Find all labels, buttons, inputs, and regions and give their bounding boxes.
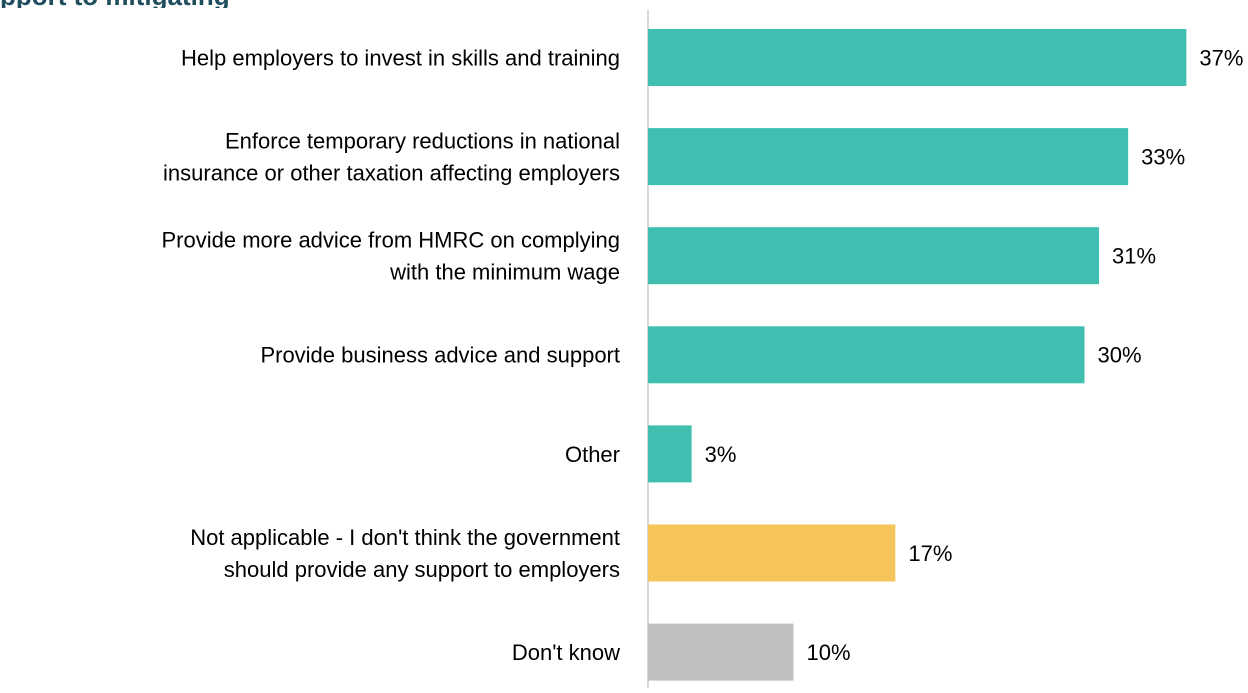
data-label-1: 37% bbox=[1199, 45, 1243, 70]
bar-3 bbox=[648, 227, 1100, 285]
category-label-3-line-1: Provide more advice from HMRC on complyi… bbox=[162, 228, 621, 253]
category-label-1: Help employers to invest in skills and t… bbox=[181, 45, 620, 70]
bar-2 bbox=[648, 128, 1129, 186]
category-label-5: Other bbox=[565, 442, 620, 467]
bar-6 bbox=[648, 524, 896, 582]
chart-title-clipped: pport to mitigating bbox=[0, 0, 330, 8]
bar-5 bbox=[648, 425, 692, 483]
bar-4 bbox=[648, 326, 1085, 384]
category-label-4: Provide business advice and support bbox=[260, 343, 620, 368]
bar-1 bbox=[648, 29, 1187, 86]
category-label-6-line-2: should provide any support to employers bbox=[224, 557, 620, 582]
data-label-4: 30% bbox=[1098, 343, 1142, 368]
data-label-3: 31% bbox=[1112, 244, 1156, 269]
category-label-2-line-1: Enforce temporary reductions in national bbox=[225, 129, 620, 154]
category-label-6-line-1: Not applicable - I don't think the gover… bbox=[190, 525, 620, 550]
category-label-2-line-2: insurance or other taxation affecting em… bbox=[163, 161, 620, 186]
bar-7 bbox=[648, 623, 794, 681]
chart-title: pport to mitigating bbox=[0, 0, 330, 8]
data-label-6: 17% bbox=[908, 541, 952, 566]
data-label-7: 10% bbox=[807, 640, 851, 665]
data-label-5: 3% bbox=[705, 442, 737, 467]
category-label-3-line-2: with the minimum wage bbox=[389, 260, 620, 285]
data-label-2: 33% bbox=[1141, 145, 1185, 170]
category-label-7: Don't know bbox=[512, 640, 620, 665]
